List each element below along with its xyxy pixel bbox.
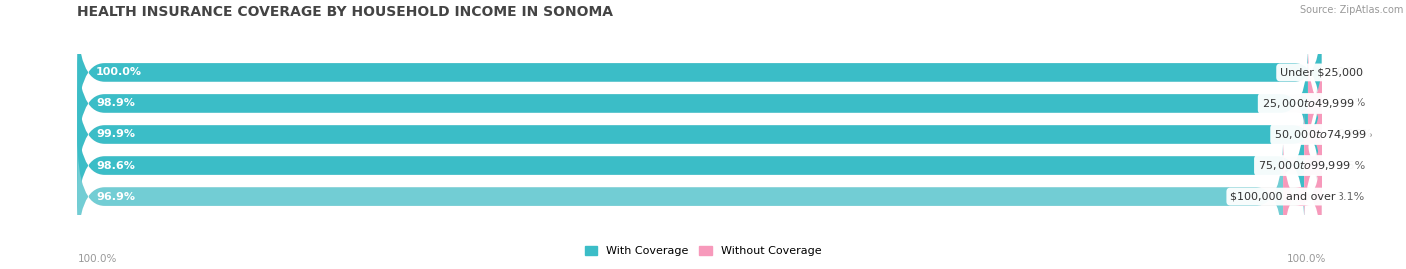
- Text: 0.15%: 0.15%: [1337, 129, 1372, 140]
- Text: 98.9%: 98.9%: [96, 98, 135, 108]
- Text: 0.0%: 0.0%: [1337, 68, 1365, 77]
- FancyBboxPatch shape: [77, 138, 1284, 256]
- Text: $75,000 to $99,999: $75,000 to $99,999: [1258, 159, 1350, 172]
- FancyBboxPatch shape: [1295, 76, 1348, 193]
- FancyBboxPatch shape: [77, 13, 1322, 131]
- FancyBboxPatch shape: [77, 76, 1320, 193]
- FancyBboxPatch shape: [1284, 138, 1322, 256]
- FancyBboxPatch shape: [77, 107, 1305, 225]
- Text: $25,000 to $49,999: $25,000 to $49,999: [1261, 97, 1354, 110]
- Text: 1.2%: 1.2%: [1339, 98, 1367, 108]
- FancyBboxPatch shape: [77, 138, 1322, 256]
- Text: Source: ZipAtlas.com: Source: ZipAtlas.com: [1299, 5, 1403, 15]
- Text: $50,000 to $74,999: $50,000 to $74,999: [1274, 128, 1367, 141]
- FancyBboxPatch shape: [77, 76, 1322, 193]
- Text: $100,000 and over: $100,000 and over: [1230, 192, 1336, 201]
- Text: 99.9%: 99.9%: [96, 129, 135, 140]
- FancyBboxPatch shape: [1295, 44, 1336, 162]
- Text: Under $25,000: Under $25,000: [1279, 68, 1364, 77]
- Text: 100.0%: 100.0%: [1286, 254, 1326, 264]
- FancyBboxPatch shape: [77, 107, 1322, 225]
- Text: 100.0%: 100.0%: [96, 68, 142, 77]
- FancyBboxPatch shape: [77, 44, 1308, 162]
- Legend: With Coverage, Without Coverage: With Coverage, Without Coverage: [581, 242, 825, 261]
- Text: 98.6%: 98.6%: [96, 161, 135, 171]
- FancyBboxPatch shape: [1295, 107, 1331, 225]
- Text: 3.1%: 3.1%: [1337, 192, 1365, 201]
- Text: 100.0%: 100.0%: [77, 254, 117, 264]
- Text: HEALTH INSURANCE COVERAGE BY HOUSEHOLD INCOME IN SONOMA: HEALTH INSURANCE COVERAGE BY HOUSEHOLD I…: [77, 5, 613, 19]
- FancyBboxPatch shape: [77, 13, 1322, 131]
- Text: 96.9%: 96.9%: [96, 192, 135, 201]
- Text: 1.5%: 1.5%: [1339, 161, 1367, 171]
- FancyBboxPatch shape: [77, 44, 1322, 162]
